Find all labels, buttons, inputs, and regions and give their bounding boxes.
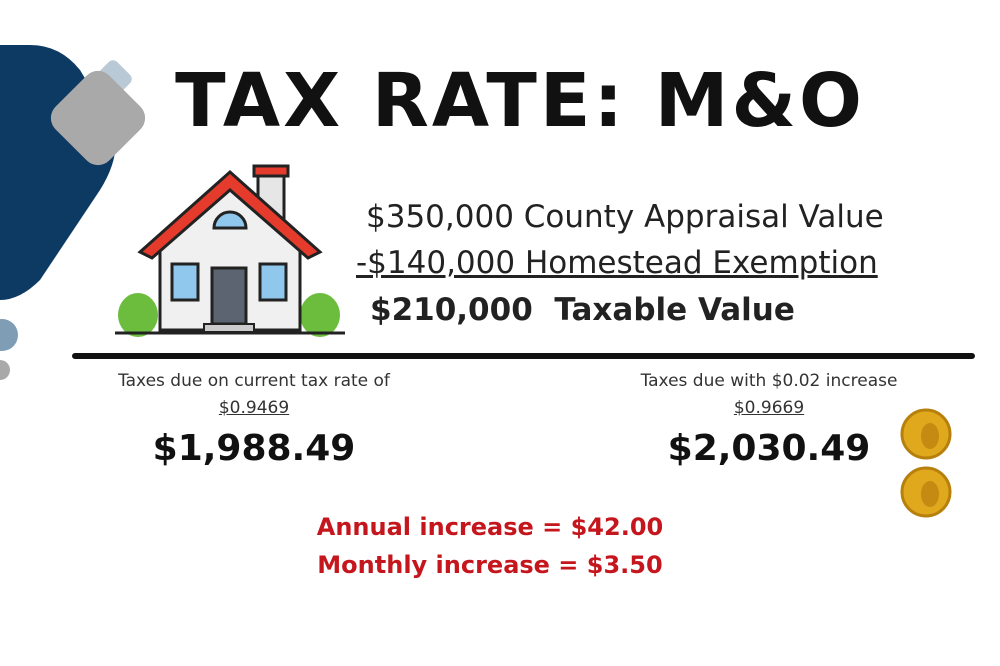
- proposed-amount: $2,030.49: [667, 428, 871, 469]
- current-label: Taxes due on current tax rate of: [118, 371, 390, 391]
- title: TAX RATE: M&O: [175, 58, 865, 144]
- exemption: -$140,000 Homestead Exemption: [356, 245, 878, 281]
- proposed-rate: $0.9669: [733, 398, 805, 418]
- proposed-label: Taxes due with $0.02 increase: [640, 371, 898, 391]
- current-amount: $1,988.49: [152, 428, 356, 469]
- annual-increase: Annual increase = $42.00: [316, 513, 664, 541]
- taxable: $210,000 Taxable Value: [370, 292, 795, 328]
- appraisal: $350,000 County Appraisal Value: [366, 199, 884, 235]
- current-rate: $0.9469: [218, 398, 290, 418]
- monthly-increase: Monthly increase = $3.50: [317, 551, 663, 579]
